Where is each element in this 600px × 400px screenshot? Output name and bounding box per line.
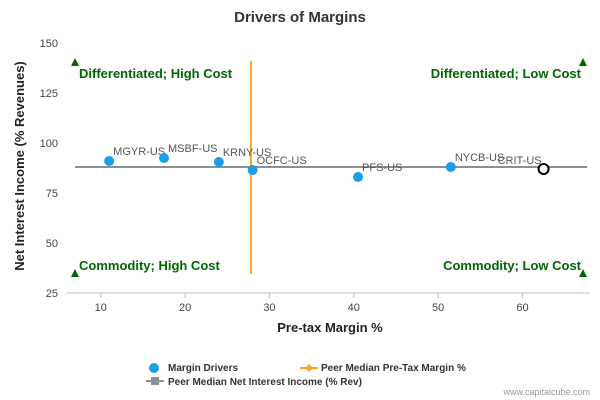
data-point-pfs-us[interactable]: [353, 172, 364, 182]
legend: Margin Drivers Peer Median Pre-Tax Margi…: [146, 363, 466, 388]
y-tick-label: 125: [40, 88, 58, 100]
x-tick-label: 50: [432, 302, 444, 314]
data-point-nycb-us[interactable]: [445, 162, 456, 172]
quadrant-label: Commodity; High Cost: [79, 258, 220, 273]
point-label: NYCB-US: [455, 152, 505, 164]
point-label: PFS-US: [362, 162, 402, 174]
x-tick-label: 20: [179, 302, 191, 314]
data-point-crit-us[interactable]: [537, 163, 550, 175]
data-point-msbf-us[interactable]: [159, 153, 170, 163]
data-point-mgyr-us[interactable]: [104, 156, 115, 166]
corner-triangle-marker: [71, 58, 79, 66]
data-point-krny-us[interactable]: [213, 157, 224, 167]
y-tick-label: 25: [46, 288, 58, 300]
corner-triangle-marker: [579, 269, 587, 277]
point-label: OCFC-US: [257, 155, 307, 167]
legend-marker-margin-drivers: [149, 363, 159, 373]
legend-item-peer-median-pretax[interactable]: Peer Median Pre-Tax Margin %: [300, 363, 466, 374]
legend-item-margin-drivers[interactable]: Margin Drivers: [149, 363, 238, 374]
y-tick-label: 150: [40, 38, 58, 50]
y-tick-label: 100: [40, 138, 58, 150]
reference-lines: [75, 61, 587, 274]
plot-axes: 10 20 30 40 50 60 25 50 75 100 125 150: [40, 38, 590, 314]
y-tick-label: 50: [46, 238, 58, 250]
legend-marker-peer-median-nii: [151, 377, 159, 385]
point-label: CRIT-US: [498, 155, 542, 167]
point-label: MSBF-US: [168, 143, 218, 155]
y-tick-label: 75: [46, 188, 58, 200]
quadrant-label: Differentiated; Low Cost: [431, 66, 582, 81]
legend-label-peer-median-pretax: Peer Median Pre-Tax Margin %: [321, 363, 466, 374]
x-tick-label: 10: [95, 302, 107, 314]
x-tick-label: 30: [263, 302, 275, 314]
corner-triangle-marker: [579, 58, 587, 66]
quadrant-labels: Differentiated; High Cost Differentiated;…: [71, 58, 587, 277]
data-point-ocfc-us[interactable]: [247, 165, 258, 175]
quadrant-label: Commodity; Low Cost: [443, 258, 582, 273]
y-axis-title: Net Interest Income (% Revenues): [12, 61, 27, 271]
corner-triangle-marker: [71, 269, 79, 277]
credit-text[interactable]: www.capitalcube.com: [502, 387, 590, 397]
quadrant-label: Differentiated; High Cost: [79, 66, 233, 81]
legend-label-peer-median-nii: Peer Median Net Interest Income (% Rev): [168, 377, 362, 388]
x-axis-title: Pre-tax Margin %: [277, 320, 383, 335]
point-label: MGYR-US: [113, 146, 165, 158]
legend-marker-peer-median-pretax: [305, 364, 313, 372]
legend-label-margin-drivers: Margin Drivers: [168, 363, 238, 374]
chart-title: Drivers of Margins: [234, 9, 366, 26]
x-tick-label: 60: [516, 302, 528, 314]
x-tick-label: 40: [348, 302, 360, 314]
legend-item-peer-median-nii[interactable]: Peer Median Net Interest Income (% Rev): [146, 377, 362, 388]
point-label: KRNY-US: [223, 147, 272, 159]
